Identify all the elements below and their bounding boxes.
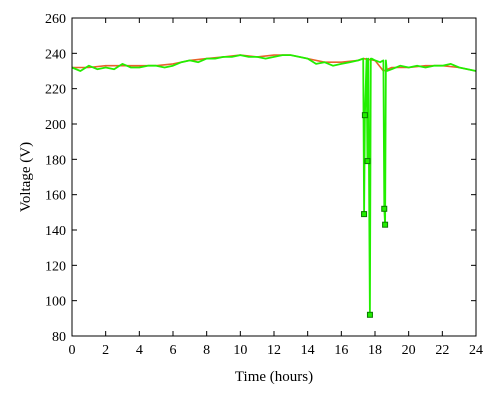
plot-frame	[71, 17, 477, 337]
x-tick-label: 8	[203, 343, 210, 358]
dip-marker	[361, 211, 368, 218]
marker-layer	[361, 112, 389, 318]
dip-marker	[361, 112, 368, 119]
x-tick-label: 22	[435, 343, 449, 358]
series-line-1	[71, 54, 477, 316]
x-axis-label: Time (hours)	[235, 369, 313, 385]
dip-marker	[364, 158, 371, 165]
tick-layer: 0 2 4 6 8 10 12 14 16 18 20 22 248010012014016018020…	[45, 12, 483, 358]
x-tick-label: 2	[102, 343, 109, 358]
y-tick-label: 220	[45, 83, 66, 98]
dip-marker	[366, 311, 373, 318]
y-tick-label: 240	[45, 47, 66, 62]
x-tick-label: 16	[334, 343, 348, 358]
series-layer	[71, 54, 477, 316]
y-tick-label: 180	[45, 153, 66, 168]
x-tick-label: 0	[69, 343, 76, 358]
x-tick-label: 12	[267, 343, 281, 358]
y-tick-label: 160	[45, 189, 66, 204]
y-tick-label: 80	[52, 330, 66, 345]
x-tick-label: 14	[301, 343, 315, 358]
y-axis-label: Voltage (V)	[18, 142, 34, 212]
y-tick-label: 200	[45, 118, 66, 133]
x-tick-label: 10	[233, 343, 247, 358]
dip-marker	[382, 221, 389, 228]
y-tick-label: 120	[45, 259, 66, 274]
y-tick-label: 260	[45, 12, 66, 27]
x-tick-label: 4	[136, 343, 143, 358]
dip-marker	[381, 205, 388, 212]
y-tick-label: 140	[45, 224, 66, 239]
x-tick-label: 6	[170, 343, 177, 358]
x-tick-label: 24	[469, 343, 483, 358]
x-tick-label: 18	[368, 343, 382, 358]
x-tick-label: 20	[402, 343, 416, 358]
y-tick-label: 100	[45, 295, 66, 310]
